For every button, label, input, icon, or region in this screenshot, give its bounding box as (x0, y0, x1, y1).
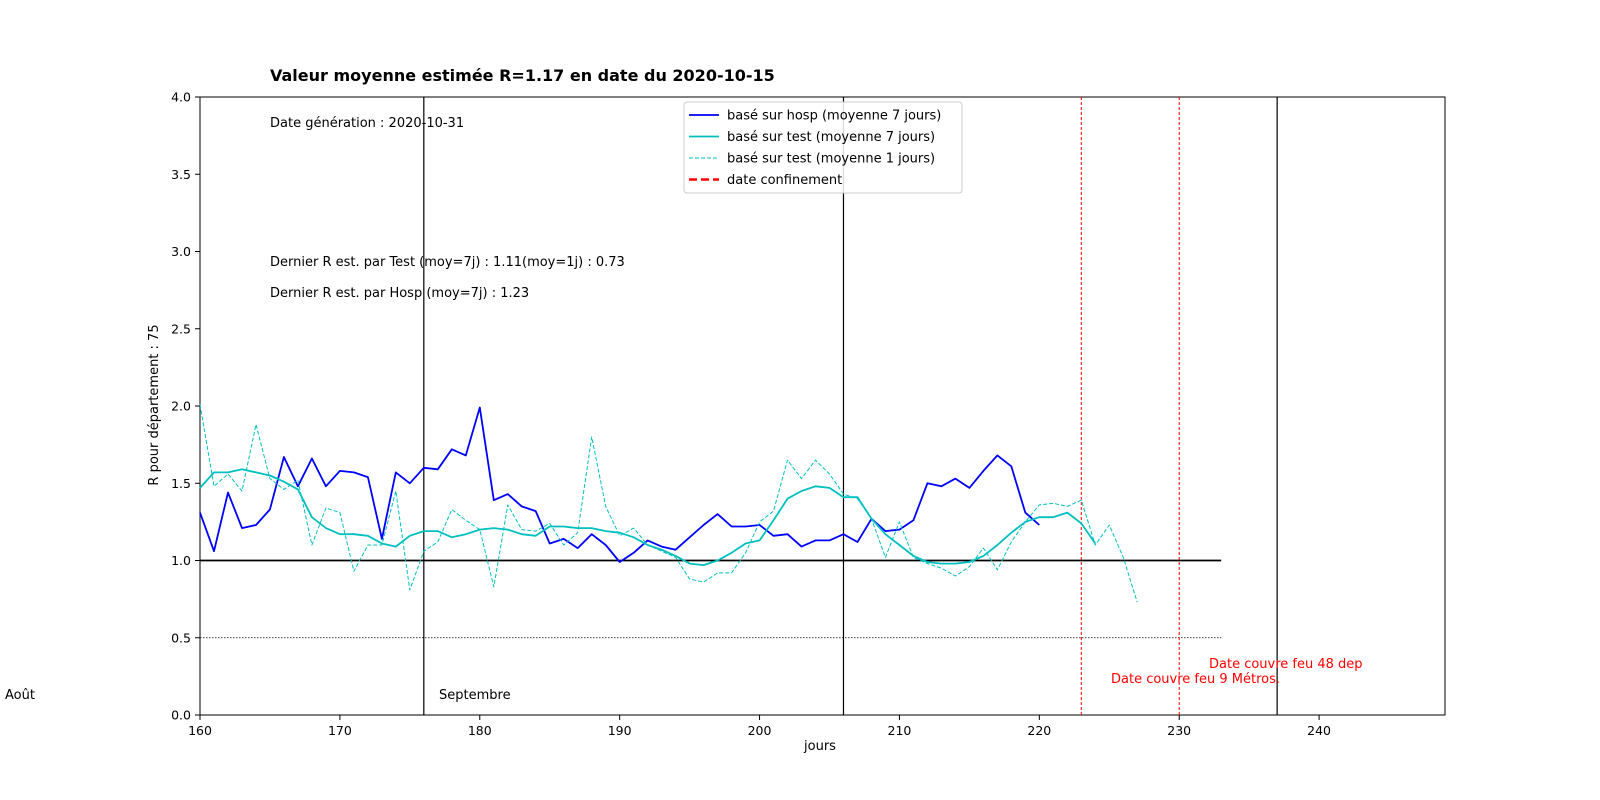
generation-date-annotation: Date génération : 2020-10-31 (270, 116, 464, 131)
legend-entry-0: basé sur hosp (moyenne 7 jours) (727, 109, 941, 124)
x-tick-label: 160 (188, 723, 212, 738)
x-tick-label: 170 (328, 723, 352, 738)
series-line-0 (199, 406, 1040, 563)
month-label-aout: Août (5, 688, 35, 703)
x-tick-label: 220 (1027, 723, 1051, 738)
x-tick-label: 190 (608, 723, 632, 738)
last-r-test-annotation: Dernier R est. par Test (moy=7j) : 1.11(… (270, 255, 625, 270)
legend-box (683, 101, 963, 194)
couvre-feu-48-annotation: Date couvre feu 48 dep (1209, 657, 1363, 672)
y-tick-label: 4.0 (171, 90, 191, 105)
x-tick-label: 200 (748, 723, 772, 738)
month-label-septembre: Septembre (439, 688, 511, 703)
x-tick-label: 210 (888, 723, 912, 738)
legend-entry-3: date confinement (727, 173, 842, 188)
x-tick-label: 240 (1307, 723, 1331, 738)
y-tick-label: 3.5 (171, 167, 191, 182)
series-line-1 (199, 468, 1097, 566)
chart-title: Valeur moyenne estimée R=1.17 en date du… (270, 66, 775, 85)
x-axis-label: jours (803, 739, 836, 754)
y-tick-label: 0.5 (171, 630, 191, 645)
y-tick-label: 2.5 (171, 321, 191, 336)
y-tick-label: 1.5 (171, 476, 191, 491)
legend-entry-1: basé sur test (moyenne 7 jours) (727, 130, 935, 145)
y-tick-label: 0.0 (171, 708, 191, 723)
couvre-feu-9-annotation: Date couvre feu 9 Métros. (1111, 672, 1280, 687)
series-line-2 (199, 404, 1138, 603)
last-r-hosp-annotation: Dernier R est. par Hosp (moy=7j) : 1.23 (270, 286, 529, 301)
y-axis-label: R pour département : 75 (147, 324, 162, 485)
y-tick-label: 3.0 (171, 244, 191, 259)
legend-entry-2: basé sur test (moyenne 1 jours) (727, 152, 935, 167)
y-tick-label: 2.0 (171, 399, 191, 414)
x-tick-label: 180 (468, 723, 492, 738)
x-tick-label: 230 (1167, 723, 1191, 738)
y-tick-label: 1.0 (171, 553, 191, 568)
